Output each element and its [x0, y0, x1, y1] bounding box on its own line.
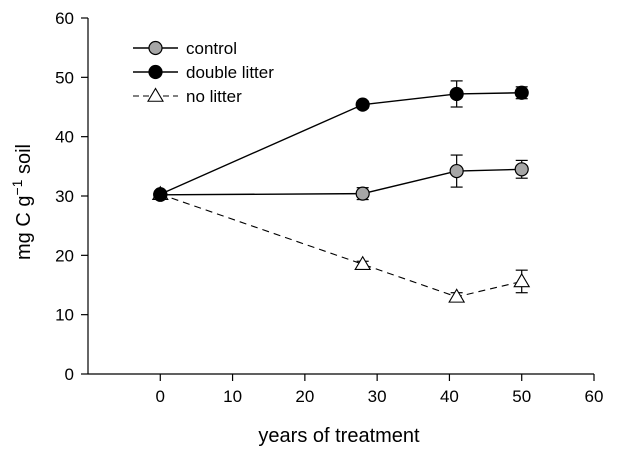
y-tick-label: 20	[55, 246, 74, 265]
y-axis-title-tail: soil	[13, 144, 35, 180]
data-point	[449, 163, 464, 179]
series-line	[160, 168, 522, 196]
series-line	[160, 193, 522, 298]
x-tick-label: 50	[512, 387, 531, 406]
series-line	[160, 92, 522, 195]
axes: 0 10 20 30 40 50 60 0 10 20 30 40 50 60 years of treat…	[9, 9, 603, 447]
series-control	[153, 154, 529, 202]
legend-item: double litter	[133, 63, 274, 82]
data-point	[355, 97, 370, 112]
series-layer	[151, 80, 531, 303]
y-tick-label: 60	[55, 9, 74, 28]
x-tick-label: 60	[585, 387, 604, 406]
y-tick-label: 30	[55, 187, 74, 206]
data-point	[514, 162, 529, 177]
legend-label: no litter	[186, 87, 242, 106]
legend-marker	[148, 64, 163, 80]
x-tick-label: 20	[295, 387, 314, 406]
legend: control double litter no litter	[133, 39, 274, 106]
y-tick-label: 40	[55, 128, 74, 147]
legend-item: control	[133, 39, 237, 58]
legend-marker	[147, 87, 164, 102]
y-axis-title-sup: −1	[9, 179, 25, 195]
series-double-litter	[153, 80, 529, 202]
y-tick-label: 0	[65, 365, 74, 384]
x-tick-label: 0	[156, 387, 165, 406]
data-point	[513, 272, 531, 288]
y-tick-label: 50	[55, 68, 74, 87]
x-axis-title: years of treatment	[258, 425, 420, 447]
x-tick-label: 10	[223, 387, 242, 406]
x-tick-label: 40	[440, 387, 459, 406]
legend-label: control	[186, 39, 237, 58]
x-tick-label: 30	[368, 387, 387, 406]
data-point	[514, 85, 529, 100]
data-point	[449, 86, 464, 102]
legend-marker	[148, 40, 163, 56]
y-axis-title: mg C g−1 soil	[9, 144, 35, 260]
data-point	[153, 187, 168, 202]
legend-item: no litter	[133, 87, 242, 106]
legend-label: double litter	[186, 63, 274, 82]
data-point	[355, 186, 370, 201]
y-axis-title-base: mg C g	[13, 196, 35, 260]
data-point	[354, 255, 372, 271]
data-point	[448, 288, 466, 303]
series-no-litter	[151, 185, 531, 303]
y-tick-label: 10	[55, 306, 74, 325]
